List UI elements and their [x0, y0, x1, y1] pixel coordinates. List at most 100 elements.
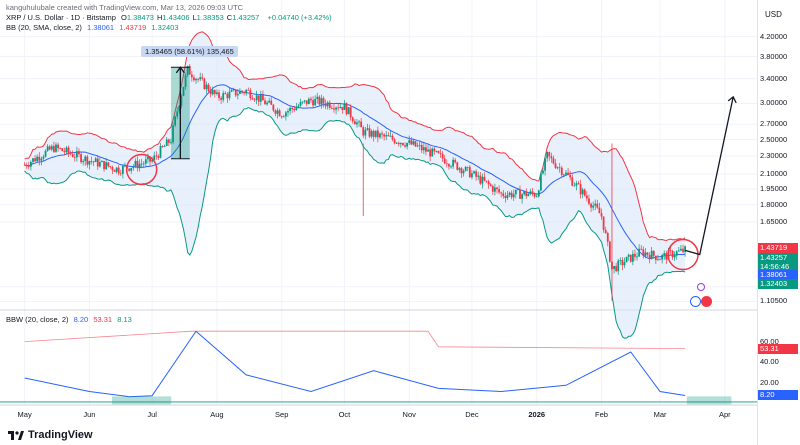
candle-body	[121, 165, 124, 174]
brand[interactable]: TradingView	[8, 429, 93, 441]
candle-body	[654, 255, 657, 261]
candle-body	[172, 125, 174, 143]
candle-body	[362, 127, 365, 136]
price-tag: 1.43257	[758, 253, 798, 263]
candle-body	[209, 91, 212, 95]
ohlc-o: O1.38473	[120, 13, 154, 22]
ohlc-c: C1.43257	[226, 13, 260, 22]
candle-body	[464, 166, 467, 171]
candle-body	[433, 148, 436, 152]
bb-upper-value: 1.43719	[119, 23, 147, 32]
candle-body	[40, 158, 43, 161]
candle-body	[25, 164, 28, 167]
candle-body	[454, 159, 457, 163]
candle-body	[230, 90, 233, 92]
candle-body	[627, 254, 630, 257]
candles	[23, 64, 687, 301]
bollinger-lines	[24, 31, 686, 339]
candle-body	[468, 167, 471, 178]
candle-body	[351, 117, 354, 122]
candle-body	[205, 84, 208, 90]
candle-body	[661, 255, 664, 260]
candle-body	[445, 163, 448, 165]
candle-body	[50, 146, 53, 150]
candle-body	[90, 161, 93, 162]
flag-icon[interactable]	[701, 296, 712, 307]
candle-body	[659, 259, 661, 261]
candle-body	[42, 156, 45, 159]
candle-body	[489, 184, 492, 186]
candle-body	[360, 121, 363, 128]
candle-body	[364, 129, 367, 136]
candle-body	[94, 158, 97, 163]
candle-body	[644, 252, 647, 256]
projection-arrow-head	[727, 95, 737, 104]
candle-body	[562, 174, 565, 176]
grid	[0, 0, 757, 406]
candle-body	[140, 163, 143, 165]
candle-body	[314, 98, 317, 106]
candle-body	[583, 189, 586, 196]
candle-body	[600, 213, 603, 217]
candle-body	[324, 103, 327, 107]
candle-body	[111, 166, 114, 171]
candle-body	[592, 205, 595, 208]
candle-body	[27, 166, 30, 167]
candle-body	[669, 250, 672, 252]
candle-body	[211, 89, 214, 95]
candle-body	[341, 106, 344, 110]
price-tick-label: 2.50000	[760, 134, 788, 144]
candle-body	[184, 75, 187, 87]
candle-body	[634, 253, 636, 257]
bb-label: BB (20, SMA, close, 2)	[6, 23, 82, 32]
x-tick-label: May	[17, 410, 32, 419]
price-tick-label: 4.20000	[760, 31, 788, 41]
candle-body	[629, 254, 632, 262]
candle-body	[585, 195, 588, 199]
candle-body	[291, 107, 294, 110]
candle-body	[144, 159, 147, 164]
event-icon[interactable]	[690, 296, 701, 307]
candle-body	[80, 154, 82, 163]
candle-body	[406, 142, 409, 147]
candle-body	[30, 161, 32, 167]
candle-body	[84, 156, 87, 161]
candle-body	[257, 95, 260, 102]
candle-body	[52, 146, 55, 152]
candle-body	[429, 149, 432, 157]
candle-body	[109, 166, 112, 168]
candle-body	[383, 134, 386, 137]
candle-body	[322, 98, 325, 104]
price-tag: 1.32403	[758, 279, 798, 289]
candle-body	[579, 184, 582, 195]
candle-body	[663, 253, 666, 256]
symbol-line: XRP / U.S. Dollar · 1D · Bitstamp O1.384…	[6, 13, 335, 22]
candle-body	[222, 93, 225, 100]
candle-body	[358, 121, 360, 123]
candle-body	[491, 185, 494, 192]
bbw-tick-label: 60.00	[760, 336, 779, 346]
x-tick-label: Oct	[338, 410, 351, 419]
candle-body	[236, 93, 239, 96]
candle-body	[483, 176, 486, 181]
candle-body	[147, 156, 149, 160]
candle-body	[34, 158, 36, 162]
candle-body	[333, 108, 335, 110]
candle-body	[368, 128, 371, 137]
price-axis[interactable]	[757, 0, 800, 445]
candle-body	[134, 160, 137, 167]
candle-body	[418, 145, 421, 146]
candle-body	[343, 103, 346, 110]
x-tick-label: 2026	[528, 410, 546, 419]
candle-body	[435, 151, 438, 152]
candle-body	[207, 84, 210, 92]
candle-body	[23, 164, 26, 166]
dividend-icon[interactable]	[697, 283, 705, 291]
candle-body	[98, 162, 101, 167]
candle-body	[548, 152, 551, 157]
x-tick-label: Jul	[147, 410, 157, 419]
candle-body	[310, 98, 312, 101]
candle-body	[496, 187, 498, 190]
bbw-value: 8.20	[73, 315, 89, 324]
